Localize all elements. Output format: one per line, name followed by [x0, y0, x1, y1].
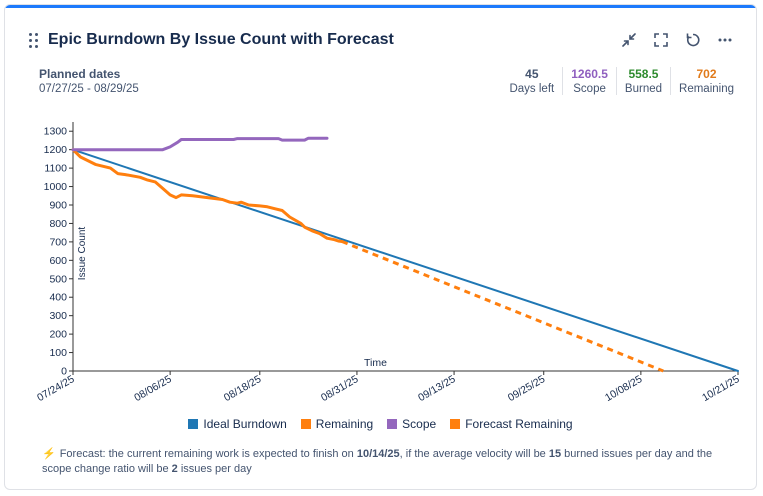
- series-line-scope: [71, 136, 329, 152]
- series-line-ideal-burndown: [72, 148, 739, 372]
- forecast-velocity: 15: [548, 448, 562, 460]
- stat-label: Remaining: [679, 83, 734, 95]
- lightning-icon: ⚡: [42, 448, 56, 460]
- y-tick-label: 400: [49, 292, 67, 304]
- legend-label: Forecast Remaining: [465, 417, 573, 431]
- forecast-text-1: Forecast: the current remaining work is …: [59, 448, 357, 460]
- chart-legend: Ideal Burndown Remaining Scope Forecast …: [5, 417, 756, 431]
- planned-dates-label: Planned dates: [39, 67, 121, 81]
- forecast-date: 10/14/25: [356, 448, 400, 460]
- x-tick-label: 09/13/25: [416, 373, 458, 404]
- shrink-icon: [622, 33, 636, 47]
- shrink-button[interactable]: [618, 29, 640, 51]
- widget-card: Epic Burndown By Issue Count with Foreca…: [4, 4, 757, 490]
- legend-item-forecast-remaining[interactable]: Forecast Remaining: [450, 417, 573, 431]
- x-tick-label: 08/31/25: [319, 373, 361, 404]
- fullscreen-icon: [654, 33, 668, 47]
- series-line-forecast-remaining: [341, 240, 664, 373]
- stat-label: Scope: [573, 83, 606, 95]
- drag-dot: [35, 45, 38, 48]
- x-axis-label: Time: [364, 357, 387, 369]
- legend-swatch: [450, 419, 461, 429]
- stat-value: 1260.5: [571, 67, 608, 81]
- page-title: Epic Burndown By Issue Count with Foreca…: [48, 31, 394, 48]
- y-tick-label: 1000: [44, 181, 68, 193]
- series-line-remaining: [71, 148, 344, 243]
- y-tick-label: 700: [49, 236, 67, 248]
- drag-dot: [35, 39, 38, 42]
- legend-swatch: [300, 419, 311, 429]
- forecast-text-3: burned issues per day and the scope chan…: [42, 448, 713, 475]
- stat-burned: 558.5 Burned: [615, 67, 670, 95]
- stat-scope: 1260.5 Scope: [562, 67, 616, 95]
- drag-dot: [29, 33, 32, 36]
- legend-label: Remaining: [315, 417, 374, 431]
- drag-dot: [29, 45, 32, 48]
- stat-value: 558.5: [628, 67, 659, 81]
- drag-handle-icon[interactable]: [29, 32, 41, 50]
- planned-dates: Planned dates 07/27/25 - 08/29/25: [39, 67, 139, 95]
- legend-item-remaining[interactable]: Remaining: [300, 417, 374, 431]
- y-tick-label: 300: [49, 310, 67, 322]
- stats-summary: 45 Days left 1260.5 Scope 558.5 Burned 7…: [501, 67, 742, 95]
- stat-remaining: 702 Remaining: [670, 67, 742, 95]
- y-tick-label: 500: [49, 273, 67, 285]
- burndown-chart: 0 100 200 300 400 500 600 700 800 900 1000 1100 1200…: [35, 122, 742, 404]
- y-tick-label: 800: [49, 218, 67, 230]
- drag-dot: [29, 39, 32, 42]
- y-tick-label: 900: [49, 200, 67, 212]
- stat-days-left: 45 Days left: [501, 67, 562, 95]
- legend-swatch: [188, 419, 199, 429]
- y-tick-label: 1300: [44, 126, 68, 138]
- y-tick-label: 600: [49, 255, 67, 267]
- fullscreen-button[interactable]: [650, 29, 672, 51]
- x-tick-label: 10/08/25: [603, 373, 645, 404]
- forecast-text-2: , if the average velocity will be: [399, 448, 549, 460]
- stat-value: 702: [696, 67, 717, 81]
- y-tick-label: 0: [61, 366, 67, 378]
- stat-value: 45: [525, 67, 539, 81]
- more-icon: [718, 38, 732, 42]
- legend-label: Ideal Burndown: [203, 417, 287, 431]
- refresh-button[interactable]: [682, 29, 704, 51]
- legend-item-scope[interactable]: Scope: [387, 417, 436, 431]
- x-tick-label: 08/06/25: [132, 373, 174, 404]
- x-tick-label: 09/25/25: [506, 373, 548, 404]
- top-accent-bar: [5, 5, 756, 8]
- y-tick-label: 100: [49, 347, 67, 359]
- forecast-ratio: 2: [171, 463, 178, 475]
- x-tick-label: 07/24/25: [35, 373, 77, 404]
- stat-label: Burned: [624, 83, 663, 95]
- legend-item-ideal-burndown[interactable]: Ideal Burndown: [188, 417, 287, 431]
- legend-swatch: [387, 419, 398, 429]
- stat-label: Days left: [509, 83, 555, 95]
- more-button[interactable]: [714, 29, 736, 51]
- y-tick-label: 200: [49, 329, 67, 341]
- legend-label: Scope: [402, 417, 437, 431]
- header-actions: [618, 29, 736, 51]
- y-tick-label: 1100: [44, 163, 67, 175]
- forecast-note: ⚡ Forecast: the current remaining work is…: [42, 447, 742, 477]
- y-tick-label: 1200: [44, 144, 68, 156]
- x-tick-label: 10/21/25: [700, 373, 742, 404]
- x-tick-label: 08/18/25: [222, 373, 264, 404]
- drag-dot: [35, 33, 38, 36]
- y-axis-label: Issue Count: [77, 227, 88, 281]
- refresh-icon: [686, 33, 700, 47]
- forecast-text-4: issues per day: [177, 463, 252, 475]
- planned-dates-range: 07/27/25 - 08/29/25: [39, 83, 139, 95]
